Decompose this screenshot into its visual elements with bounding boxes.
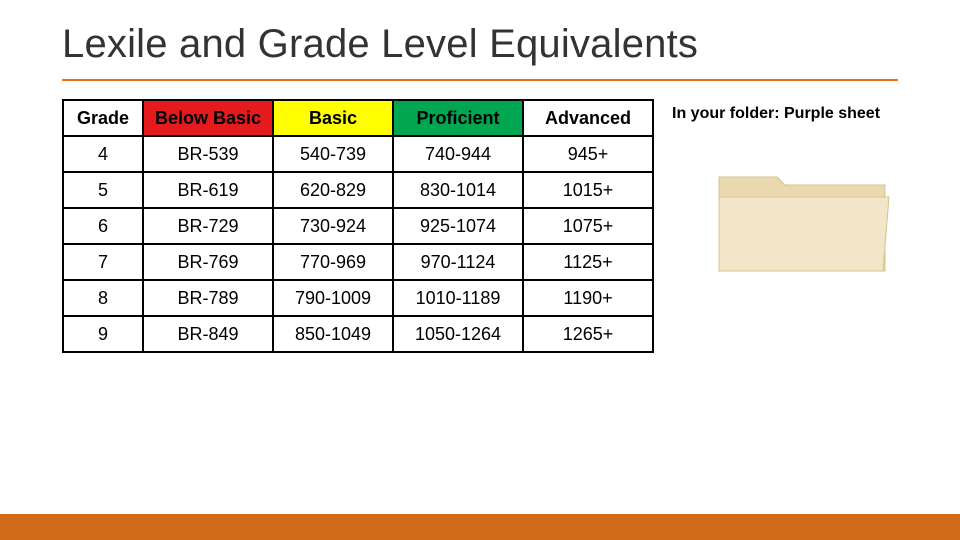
table-cell: 730-924 xyxy=(273,208,393,244)
table-cell: 1050-1264 xyxy=(393,316,523,352)
table-cell: BR-849 xyxy=(143,316,273,352)
table-header-row: GradeBelow BasicBasicProficientAdvanced xyxy=(63,100,653,136)
table-row: 7BR-769770-969970-11241125+ xyxy=(63,244,653,280)
column-header: Grade xyxy=(63,100,143,136)
table-row: 4BR-539540-739740-944945+ xyxy=(63,136,653,172)
table-cell: 740-944 xyxy=(393,136,523,172)
lexile-table: GradeBelow BasicBasicProficientAdvanced4… xyxy=(62,99,654,353)
column-header: Proficient xyxy=(393,100,523,136)
table-cell: BR-769 xyxy=(143,244,273,280)
table-cell: BR-729 xyxy=(143,208,273,244)
table-cell: 5 xyxy=(63,172,143,208)
table-cell: BR-789 xyxy=(143,280,273,316)
table-cell: 790-1009 xyxy=(273,280,393,316)
table-cell: 1075+ xyxy=(523,208,653,244)
table-cell: 1125+ xyxy=(523,244,653,280)
table-cell: 8 xyxy=(63,280,143,316)
table-cell: 4 xyxy=(63,136,143,172)
table-cell: 1010-1189 xyxy=(393,280,523,316)
table-row: 6BR-729730-924925-10741075+ xyxy=(63,208,653,244)
column-header: Below Basic xyxy=(143,100,273,136)
slide: Lexile and Grade Level Equivalents Grade… xyxy=(0,0,960,540)
table-cell: 1015+ xyxy=(523,172,653,208)
side-note: In your folder: Purple sheet xyxy=(672,105,932,123)
table-row: 5BR-619620-829830-10141015+ xyxy=(63,172,653,208)
table-cell: 620-829 xyxy=(273,172,393,208)
side-column: In your folder: Purple sheet xyxy=(672,99,932,281)
page-title: Lexile and Grade Level Equivalents xyxy=(0,0,960,73)
folder-icon xyxy=(707,151,897,281)
column-header: Basic xyxy=(273,100,393,136)
table-cell: 830-1014 xyxy=(393,172,523,208)
table-cell: 7 xyxy=(63,244,143,280)
table-cell: 850-1049 xyxy=(273,316,393,352)
column-header: Advanced xyxy=(523,100,653,136)
table-cell: 9 xyxy=(63,316,143,352)
slide-bottom-bar xyxy=(0,514,960,540)
table-row: 8BR-789790-10091010-11891190+ xyxy=(63,280,653,316)
table-cell: 970-1124 xyxy=(393,244,523,280)
table-cell: 540-739 xyxy=(273,136,393,172)
folder-graphic-wrap xyxy=(672,151,932,281)
table-cell: 6 xyxy=(63,208,143,244)
content-row: GradeBelow BasicBasicProficientAdvanced4… xyxy=(0,81,960,353)
table-cell: BR-539 xyxy=(143,136,273,172)
table-cell: 945+ xyxy=(523,136,653,172)
table-cell: BR-619 xyxy=(143,172,273,208)
table-cell: 770-969 xyxy=(273,244,393,280)
table-cell: 1265+ xyxy=(523,316,653,352)
table-row: 9BR-849850-10491050-12641265+ xyxy=(63,316,653,352)
table-cell: 925-1074 xyxy=(393,208,523,244)
table-cell: 1190+ xyxy=(523,280,653,316)
